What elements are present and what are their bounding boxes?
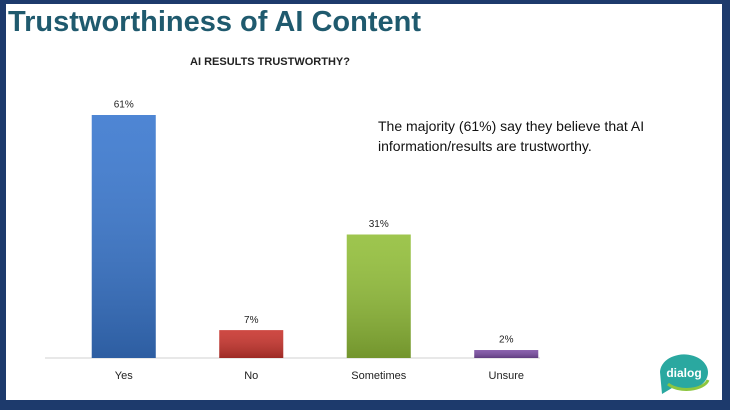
annotation: The majority (61%) say they believe that… [378,118,645,154]
x-tick-label: No [244,370,258,382]
bar-shade [346,234,411,358]
logo: dialog [660,354,710,394]
data-label: 31% [369,219,389,230]
bar-shade [474,350,539,358]
logo-text: dialog [666,366,701,380]
slide-title: Trustworthiness of AI Content [8,6,421,38]
data-label: 61% [114,100,134,111]
data-label: 7% [244,315,259,326]
x-tick-label: Unsure [489,370,524,382]
chart-title: AI RESULTS TRUSTWORTHY? [190,56,350,68]
x-tick-label: Yes [115,370,133,382]
data-label: 2% [499,335,514,346]
bar-shade [91,115,156,358]
x-tick-label: Sometimes [351,370,407,382]
bar-shade [219,330,284,358]
